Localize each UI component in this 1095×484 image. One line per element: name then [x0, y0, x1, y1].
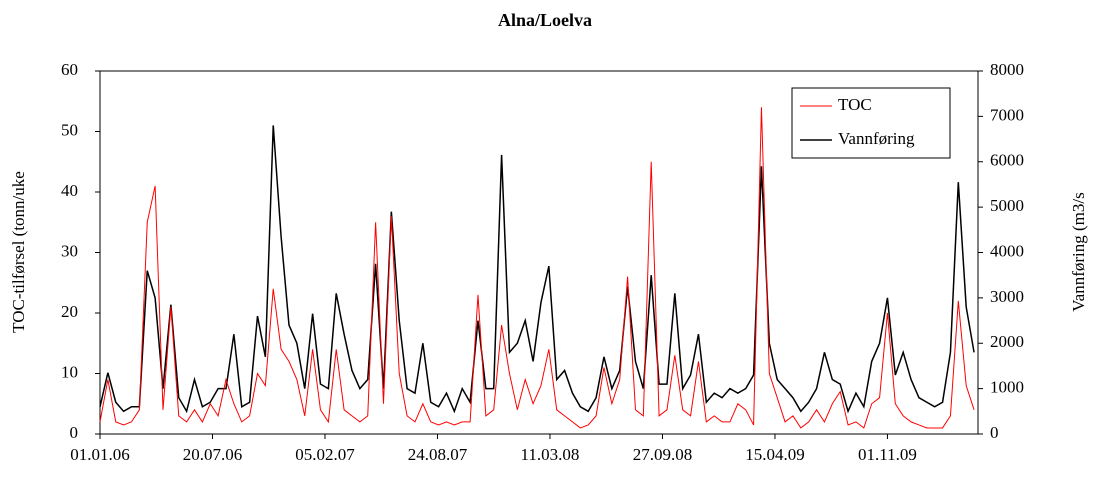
- y-tick-label: 0: [70, 423, 79, 442]
- y2-tick-label: 0: [990, 423, 999, 442]
- x-tick-label: 01.01.06: [70, 445, 130, 464]
- x-tick-label: 27.09.08: [633, 445, 693, 464]
- y-axis-label: TOC-tilførsel (tonn/uke: [9, 171, 28, 333]
- y2-tick-label: 3000: [990, 287, 1024, 306]
- series-line: [99, 107, 975, 429]
- y-tick-label: 20: [61, 302, 78, 321]
- chart-title: Alna/Loelva: [498, 10, 592, 30]
- y2-tick-label: 1000: [990, 378, 1024, 397]
- x-tick-label: 20.07.06: [183, 445, 243, 464]
- y-tick-label: 60: [61, 60, 78, 79]
- x-tick-label: 05.02.07: [295, 445, 355, 464]
- y2-tick-label: 7000: [990, 105, 1024, 124]
- y2-axis-label: Vannføring (m3/s: [1069, 192, 1088, 311]
- x-tick-label: 01.11.09: [858, 445, 917, 464]
- y2-tick-label: 2000: [990, 332, 1024, 351]
- y2-tick-label: 6000: [990, 151, 1024, 170]
- y-tick-label: 10: [61, 362, 78, 381]
- y2-tick-label: 5000: [990, 196, 1024, 215]
- legend-box: [791, 87, 951, 159]
- y-tick-label: 30: [61, 241, 78, 260]
- x-tick-label: 15.04.09: [745, 445, 805, 464]
- y2-tick-label: 4000: [990, 241, 1024, 260]
- x-tick-label: 11.03.08: [521, 445, 580, 464]
- legend-label: Vannføring: [838, 129, 915, 148]
- series-line: [99, 125, 975, 414]
- y2-tick-label: 8000: [990, 60, 1024, 79]
- legend-label: TOC: [838, 95, 872, 114]
- y-tick-label: 50: [61, 120, 78, 139]
- y-tick-label: 40: [61, 181, 78, 200]
- x-tick-label: 24.08.07: [408, 445, 468, 464]
